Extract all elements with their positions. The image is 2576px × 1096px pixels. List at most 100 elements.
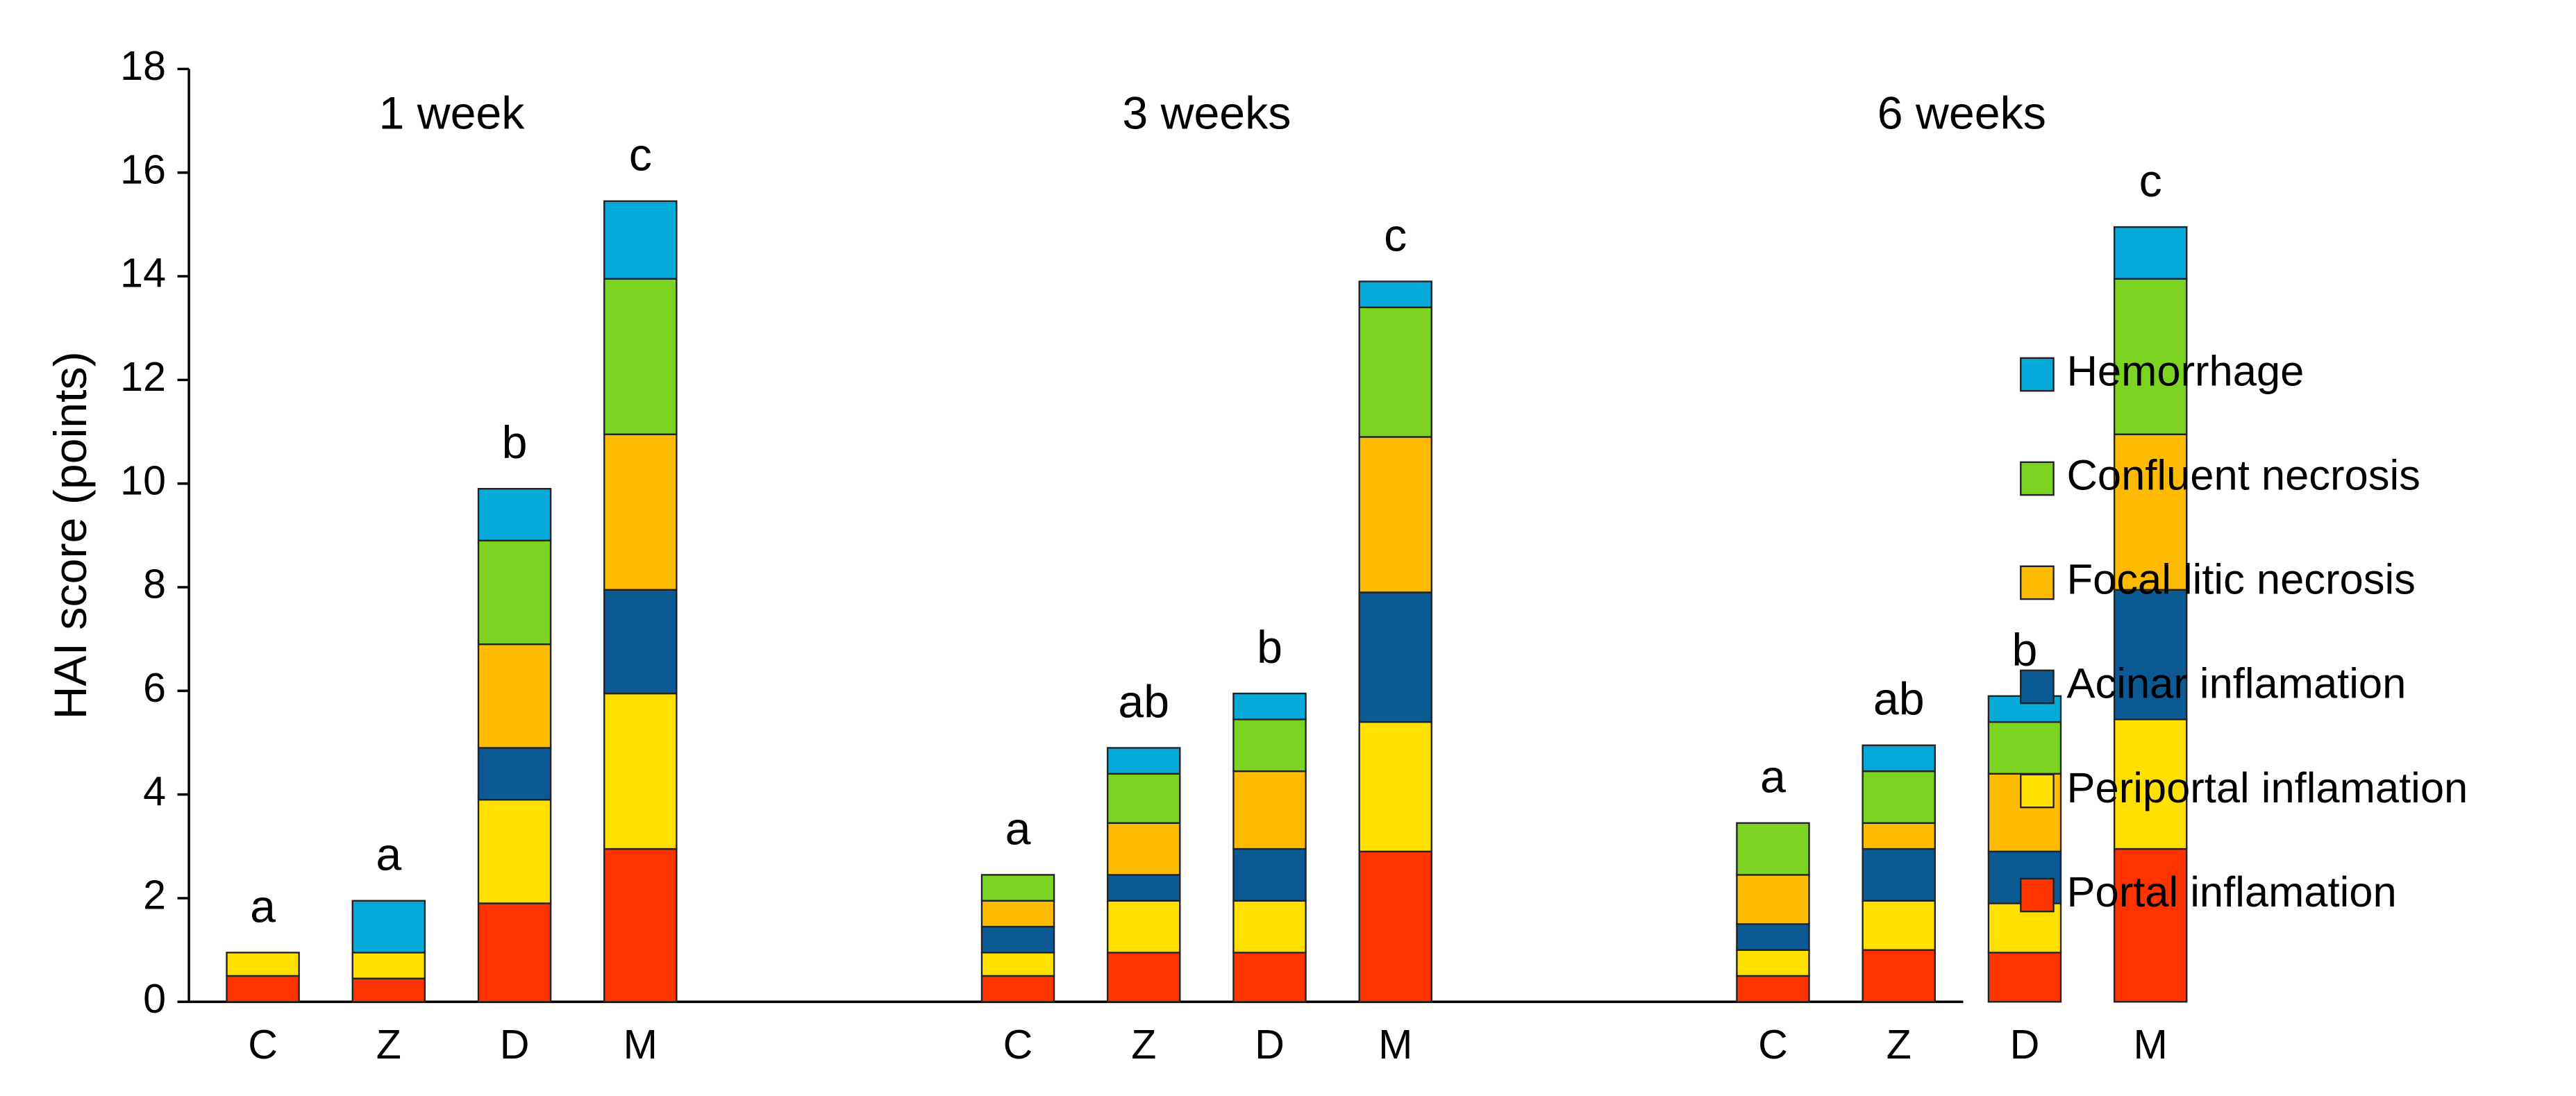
bar-segment <box>980 925 1055 954</box>
y-tick-label: 16 <box>120 146 166 192</box>
group-label: 6 weeks <box>1877 87 2046 139</box>
y-tick-label: 14 <box>120 250 166 296</box>
significance-label: a <box>250 881 276 932</box>
bar-segment <box>1232 770 1307 850</box>
bar-segment <box>351 952 426 979</box>
bar-segment <box>1232 952 1307 1003</box>
bar-segment <box>1736 923 1810 951</box>
significance-label: b <box>1257 622 1282 673</box>
bar-segment <box>226 975 300 1003</box>
legend-swatch <box>2020 357 2055 392</box>
x-tick-label: C <box>1758 1021 1788 1068</box>
bar-segment <box>1862 949 1936 1003</box>
bar-segment <box>1987 952 2062 1003</box>
bar-segment <box>603 433 678 591</box>
bar-segment <box>1862 744 1936 773</box>
bar-segment <box>351 977 426 1003</box>
bar-segment <box>1358 280 1432 309</box>
bar-segment <box>1107 822 1181 876</box>
bar-segment <box>980 975 1055 1003</box>
legend-swatch <box>2020 773 2055 809</box>
bar-segment <box>1107 773 1181 824</box>
bar-segment <box>477 747 552 801</box>
bar-segment <box>2113 589 2188 720</box>
bar-segment <box>1862 822 1936 850</box>
bar-segment <box>1232 718 1307 773</box>
bar-segment <box>2113 848 2188 1003</box>
x-tick-label: M <box>2134 1021 2168 1068</box>
bar-segment <box>980 874 1055 902</box>
bar-segment <box>1107 900 1181 954</box>
group-label: 1 week <box>378 87 525 139</box>
bar-segment <box>603 589 678 695</box>
y-tick-label: 8 <box>143 561 166 607</box>
bar-segment <box>1232 900 1307 954</box>
x-tick-label: C <box>248 1021 278 1068</box>
legend-label: Portal inflamation <box>2067 868 2397 916</box>
x-tick-label: Z <box>376 1021 401 1068</box>
significance-label: a <box>1760 752 1786 803</box>
x-tick-label: Z <box>1131 1021 1156 1068</box>
y-tick-label: 2 <box>143 872 166 918</box>
x-tick-label: M <box>1378 1021 1412 1068</box>
bar-segment <box>1862 770 1936 824</box>
significance-label: b <box>502 417 528 469</box>
significance-label: c <box>1384 210 1407 261</box>
bar-segment <box>2113 718 2188 850</box>
legend-label: Periportal inflamation <box>2067 764 2468 812</box>
y-tick-label: 12 <box>120 353 166 400</box>
legend-label: Acinar inflamation <box>2067 660 2407 708</box>
bar-segment <box>477 487 552 541</box>
significance-label: a <box>376 829 401 881</box>
x-tick-label: C <box>1003 1021 1033 1068</box>
bar-segment <box>1862 848 1936 902</box>
bar-segment <box>603 200 678 280</box>
bar-segment <box>603 848 678 1003</box>
bar-segment <box>1736 874 1810 925</box>
bar-segment <box>477 643 552 749</box>
bar-segment <box>1107 874 1181 902</box>
x-tick-label: D <box>2010 1021 2040 1068</box>
bar-segment <box>980 952 1055 977</box>
significance-label: ab <box>1118 676 1169 727</box>
bar-segment <box>1736 949 1810 977</box>
bar-segment <box>1107 747 1181 775</box>
y-tick-label: 6 <box>143 664 166 711</box>
significance-label: c <box>629 130 652 181</box>
group-label: 3 weeks <box>1122 87 1291 139</box>
bar-segment <box>1358 591 1432 723</box>
bar-segment <box>477 539 552 646</box>
bar-segment <box>2113 226 2188 280</box>
significance-label: b <box>2012 625 2038 676</box>
legend-swatch <box>2020 877 2055 913</box>
bar-segment <box>1358 436 1432 593</box>
y-axis-label: HAI score (points) <box>45 351 97 719</box>
bar-segment <box>1862 900 1936 951</box>
bar-segment <box>603 692 678 850</box>
bar-segment <box>1358 850 1432 1003</box>
bar-segment <box>477 798 552 904</box>
bar-segment <box>1358 306 1432 438</box>
significance-label: a <box>1005 803 1031 854</box>
bar-segment <box>351 900 426 954</box>
x-tick-label: D <box>500 1021 530 1068</box>
x-tick-label: D <box>1255 1021 1285 1068</box>
legend-swatch <box>2020 565 2055 600</box>
bar-segment <box>1736 975 1810 1003</box>
bar-segment <box>980 900 1055 928</box>
significance-label: ab <box>1873 674 1925 725</box>
y-tick-label: 10 <box>120 457 166 503</box>
significance-label: c <box>2139 155 2162 207</box>
bar-segment <box>1987 720 2062 775</box>
bar-segment <box>1358 720 1432 852</box>
legend-label: Focal litic necrosis <box>2067 556 2416 604</box>
bar-segment <box>2113 433 2188 591</box>
bar-segment <box>603 278 678 435</box>
y-tick-label: 18 <box>120 42 166 89</box>
bar-segment <box>1232 692 1307 720</box>
x-tick-label: M <box>624 1021 658 1068</box>
legend-swatch <box>2020 669 2055 705</box>
legend-swatch <box>2020 461 2055 496</box>
y-tick-label: 4 <box>143 768 166 814</box>
